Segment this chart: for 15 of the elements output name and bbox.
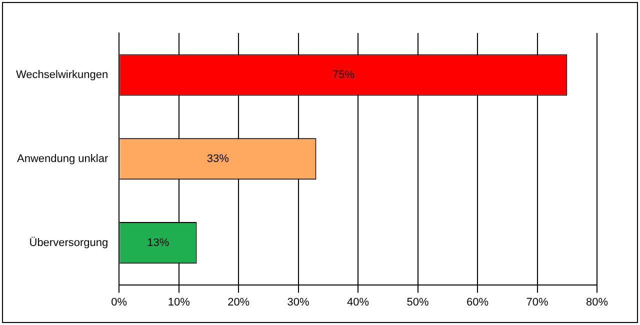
- x-tick-label: 60%: [466, 296, 489, 308]
- x-tick-label: 70%: [526, 296, 548, 308]
- x-tick-label: 0%: [111, 296, 128, 308]
- x-tick-label: 30%: [287, 296, 310, 308]
- y-tick-label: Überversorgung: [29, 236, 108, 249]
- x-tick-label: 40%: [347, 296, 370, 308]
- y-tick-label: Anwendung unklar: [16, 152, 108, 165]
- data-label: 75%: [332, 69, 355, 81]
- x-tick-label: 50%: [406, 296, 430, 308]
- y-tick-label: Wechselwirkungen: [16, 69, 108, 81]
- x-tick-label: 20%: [228, 296, 250, 308]
- x-tick-label: 10%: [168, 296, 190, 308]
- data-label: 13%: [147, 236, 170, 249]
- data-label: 33%: [206, 152, 230, 165]
- x-tick-label: 80%: [586, 296, 608, 308]
